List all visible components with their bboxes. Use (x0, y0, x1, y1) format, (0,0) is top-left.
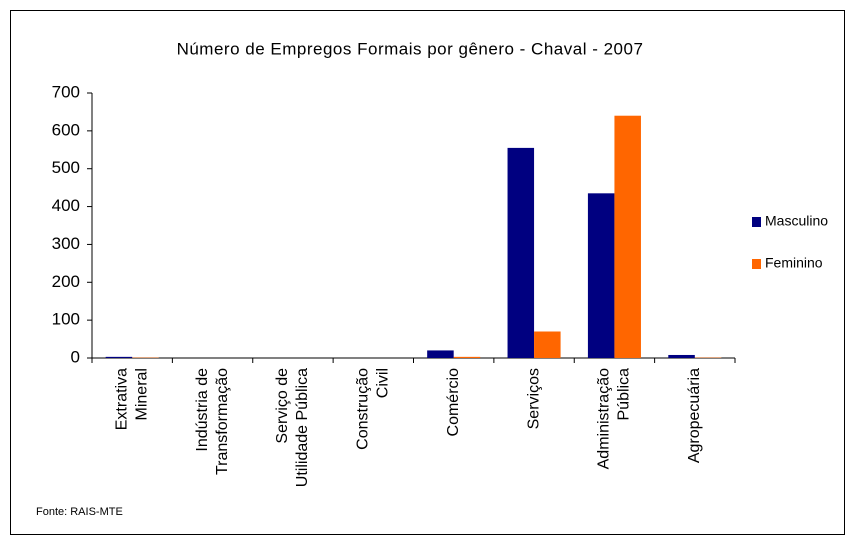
bar (453, 356, 481, 358)
bar (427, 350, 454, 358)
chart-frame (10, 10, 845, 535)
x-tick-label: Serviço de (274, 368, 291, 444)
x-tick-label: Transformação (214, 368, 231, 475)
bar (534, 331, 561, 358)
x-tick-label: Utilidade Pública (294, 368, 311, 487)
y-tick-label: 100 (52, 310, 80, 329)
x-tick-label: Mineral (133, 368, 150, 420)
x-tick-label: Serviços (525, 368, 542, 429)
legend-swatch (752, 259, 761, 269)
y-tick-label: 300 (52, 234, 80, 253)
y-tick-label: 600 (52, 120, 80, 139)
x-tick-label: Agropecuária (686, 368, 703, 463)
x-tick-label: Pública (616, 368, 633, 421)
x-tick-label: Administração (596, 368, 613, 469)
bar (587, 193, 615, 358)
y-tick-label: 400 (52, 196, 80, 215)
x-tick-label: Comércio (445, 368, 462, 437)
bar (668, 354, 695, 358)
bar (614, 115, 641, 358)
y-tick-label: 500 (52, 158, 80, 177)
legend-label: Feminino (765, 255, 823, 271)
chart-title: Número de Empregos Formais por gênero - … (177, 39, 644, 58)
bar (507, 147, 535, 358)
bar (105, 356, 133, 358)
x-tick-label: Civil (375, 368, 392, 398)
source-note: Fonte: RAIS-MTE (36, 506, 123, 518)
x-tick-label: Construção (355, 368, 372, 450)
legend-label: Masculino (765, 213, 828, 229)
x-tick-label: Extrativa (113, 368, 130, 430)
y-tick-label: 0 (71, 347, 80, 366)
y-tick-label: 200 (52, 272, 80, 291)
y-tick-label: 700 (52, 82, 80, 101)
x-tick-label: Indústria de (194, 368, 211, 452)
legend-swatch (752, 217, 761, 227)
